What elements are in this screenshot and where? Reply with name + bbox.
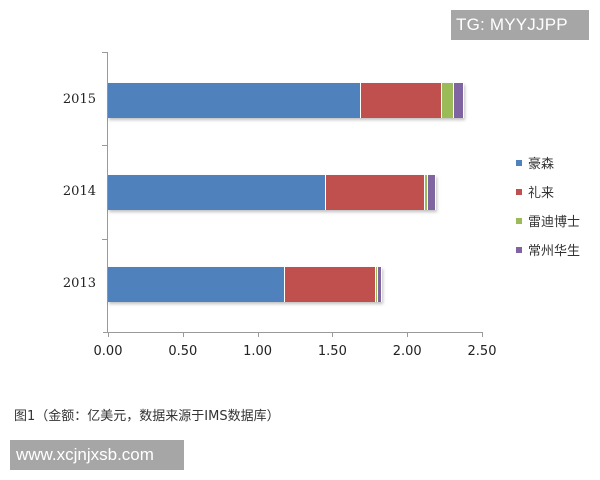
y-label-2013: 2013 [62,276,96,291]
legend-label: 雷迪博士 [528,215,581,230]
bar-segment [108,175,327,210]
y-label-2014: 2014 [62,184,96,199]
legend-item-changzhou: 常州华生 [516,235,600,264]
y-axis-tick [102,239,108,240]
y-axis-tick [102,52,108,53]
bar-segment [375,267,378,302]
bar-segment [360,83,442,118]
y-axis [107,52,108,333]
bar-segment [428,175,436,210]
x-tick-label: 2.50 [467,344,497,359]
bar-segment [284,267,376,302]
bar-segment [453,83,465,118]
x-tick-label: 0.00 [93,344,123,359]
x-axis-tick [108,332,109,337]
watermark-top: TG: MYYJJPP [451,10,589,40]
legend-item-lilai: 礼来 [516,177,600,206]
x-axis-tick [482,332,483,337]
legend-item-leidi: 雷迪博士 [516,206,600,235]
stacked-bar-chart: 2015 2014 2013 0.00 0.50 1.00 1.50 2.00 2.50 … [62,52,600,359]
legend-swatch-icon [516,188,522,195]
legend-swatch-icon [516,246,522,253]
x-tick-label: 2.00 [392,344,422,359]
bar-2013 [108,267,383,302]
watermark-bottom: www.xcjnjxsb.com [10,440,184,470]
x-axis-tick [407,332,409,337]
bar-segment [377,267,383,302]
x-axis [103,332,483,333]
legend-label: 常州华生 [528,244,581,259]
x-axis-tick [332,332,334,337]
x-tick-label: 0.50 [168,344,198,359]
y-label-2015: 2015 [62,92,96,107]
legend-swatch-icon [516,159,522,166]
y-axis-tick [102,145,108,146]
legend-swatch-icon [516,217,522,224]
bar-2014 [108,175,436,210]
legend-label: 豪森 [528,157,555,172]
legend: 豪森 礼来 雷迪博士 常州华生 [516,148,600,264]
bar-segment [326,175,426,210]
legend-label: 礼来 [528,186,555,201]
x-axis-tick [182,332,184,337]
legend-item-haosen: 豪森 [516,148,600,177]
bar-segment [108,267,285,302]
bar-segment [108,83,361,118]
figure-caption: 图1（金额：亿美元，数据来源于IMS数据库） [14,409,280,424]
x-tick-label: 1.00 [243,344,273,359]
x-axis-tick [257,332,259,337]
bar-segment [441,83,454,118]
x-tick-label: 1.50 [317,344,347,359]
bar-segment [425,175,429,210]
bar-2015 [108,83,465,118]
